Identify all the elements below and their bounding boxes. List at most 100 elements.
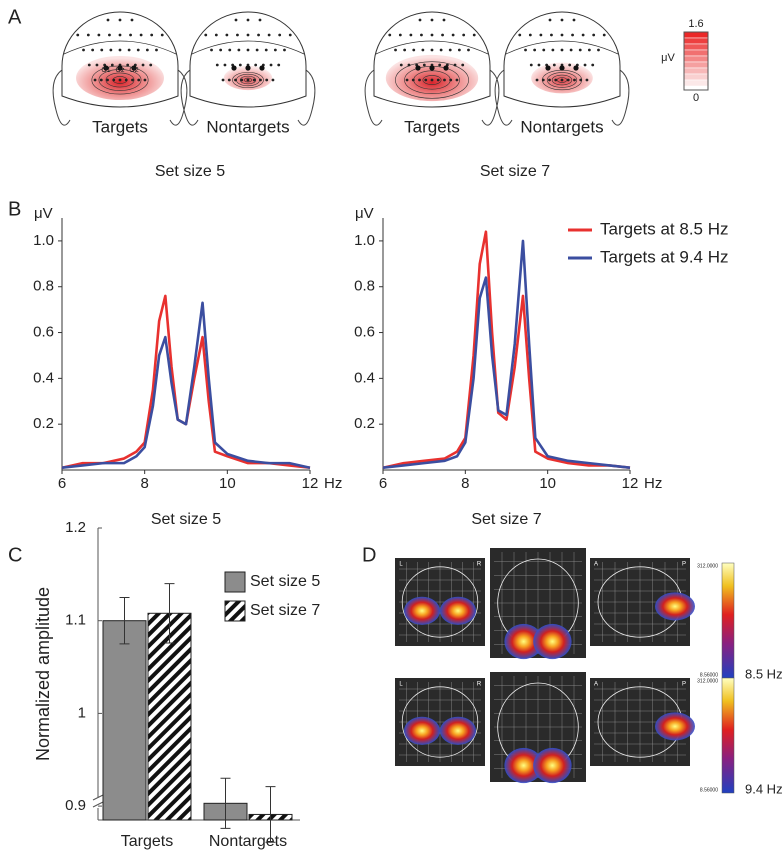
electrode — [269, 63, 273, 67]
set-size-label: Set size 7 — [480, 163, 550, 180]
electrode — [238, 63, 242, 67]
electrode — [550, 33, 553, 37]
orientation-label: P — [682, 562, 686, 568]
electrode — [267, 33, 271, 37]
x-tick-label: 12 — [302, 475, 319, 492]
electrode — [411, 78, 415, 82]
electrode — [265, 78, 269, 82]
electrode — [569, 48, 573, 52]
x-tick-label: 10 — [539, 475, 556, 492]
topo-field — [385, 54, 479, 102]
axis-break — [92, 794, 104, 808]
bar — [147, 612, 192, 821]
electrode — [130, 18, 134, 22]
y-tick-label: 1.0 — [354, 232, 375, 249]
legend-swatch — [224, 571, 246, 593]
topo-contour — [375, 40, 489, 55]
error-bar — [220, 777, 231, 829]
electrode — [524, 48, 527, 52]
electrode — [118, 18, 122, 22]
electrode — [236, 33, 239, 37]
electrode — [442, 18, 446, 22]
electrode — [137, 78, 141, 82]
colorbar-step — [683, 55, 709, 63]
electrode — [136, 48, 140, 52]
electrode — [422, 63, 426, 67]
electrode — [87, 63, 91, 67]
electrode — [587, 48, 591, 52]
orientation-label: L — [399, 682, 403, 688]
electrode — [533, 48, 537, 52]
electrode — [453, 63, 457, 67]
electrode — [91, 48, 95, 52]
electrode — [443, 78, 446, 82]
topomap-label: Nontargets — [520, 117, 603, 136]
electrode — [418, 18, 422, 22]
electrode — [585, 78, 589, 82]
electrode — [100, 48, 104, 52]
y-tick-label: 0.6 — [354, 324, 375, 341]
electrode — [441, 33, 444, 37]
topo-contour — [191, 40, 305, 55]
topo-field — [76, 56, 164, 100]
line-series — [61, 294, 311, 470]
electrode — [255, 48, 259, 52]
electrode — [277, 63, 281, 67]
electrode — [455, 78, 459, 82]
electrode — [430, 18, 434, 22]
electrode — [436, 78, 440, 82]
electrode — [86, 33, 90, 37]
electrode — [424, 78, 428, 82]
electrode — [591, 63, 595, 67]
electrode — [257, 33, 260, 37]
topo-field — [531, 62, 593, 94]
colorbar-min: 0 — [693, 92, 699, 104]
electrode — [124, 78, 128, 82]
electrode — [82, 48, 85, 52]
colorbar-max: 1.6 — [688, 18, 703, 30]
electrode — [407, 63, 411, 67]
electrode — [131, 65, 137, 71]
line-series — [382, 239, 631, 470]
electrode — [106, 18, 110, 22]
electrode — [231, 65, 237, 71]
electrode — [117, 65, 123, 71]
colorbar-step — [683, 49, 709, 57]
topomap — [364, 11, 500, 126]
electrode — [228, 48, 232, 52]
electrode — [552, 63, 556, 67]
orientation-label: A — [594, 562, 598, 568]
chart-title: Set size 5 — [151, 511, 221, 528]
colorbar-step — [683, 73, 709, 81]
electrode — [106, 78, 109, 82]
electrode — [288, 33, 292, 37]
electrode — [541, 78, 545, 82]
x-tick-label: Targets — [121, 833, 173, 850]
topo-contour — [422, 75, 442, 85]
electrode — [430, 48, 434, 52]
electrode — [76, 33, 80, 37]
activation — [440, 596, 476, 625]
colorbar-step — [683, 61, 709, 69]
electrode — [399, 63, 403, 67]
electrode — [210, 48, 213, 52]
scale-min: 8.56000 — [700, 672, 718, 678]
head-ear — [180, 69, 199, 126]
activation — [533, 623, 572, 660]
electrode — [572, 18, 576, 22]
electrode — [539, 33, 543, 37]
electrode — [283, 48, 286, 52]
map-label: 9.4 Hz — [745, 781, 783, 796]
activation — [440, 716, 476, 745]
electrode — [560, 18, 564, 22]
error-bar — [265, 786, 276, 843]
electrode — [554, 78, 558, 82]
line-series — [382, 230, 631, 470]
electrode — [412, 48, 416, 52]
x-tick-label: 6 — [379, 475, 387, 492]
x-axis-label: Hz — [324, 475, 342, 492]
x-tick-label: 8 — [461, 475, 469, 492]
electrode — [394, 48, 397, 52]
head-ear — [611, 69, 630, 126]
